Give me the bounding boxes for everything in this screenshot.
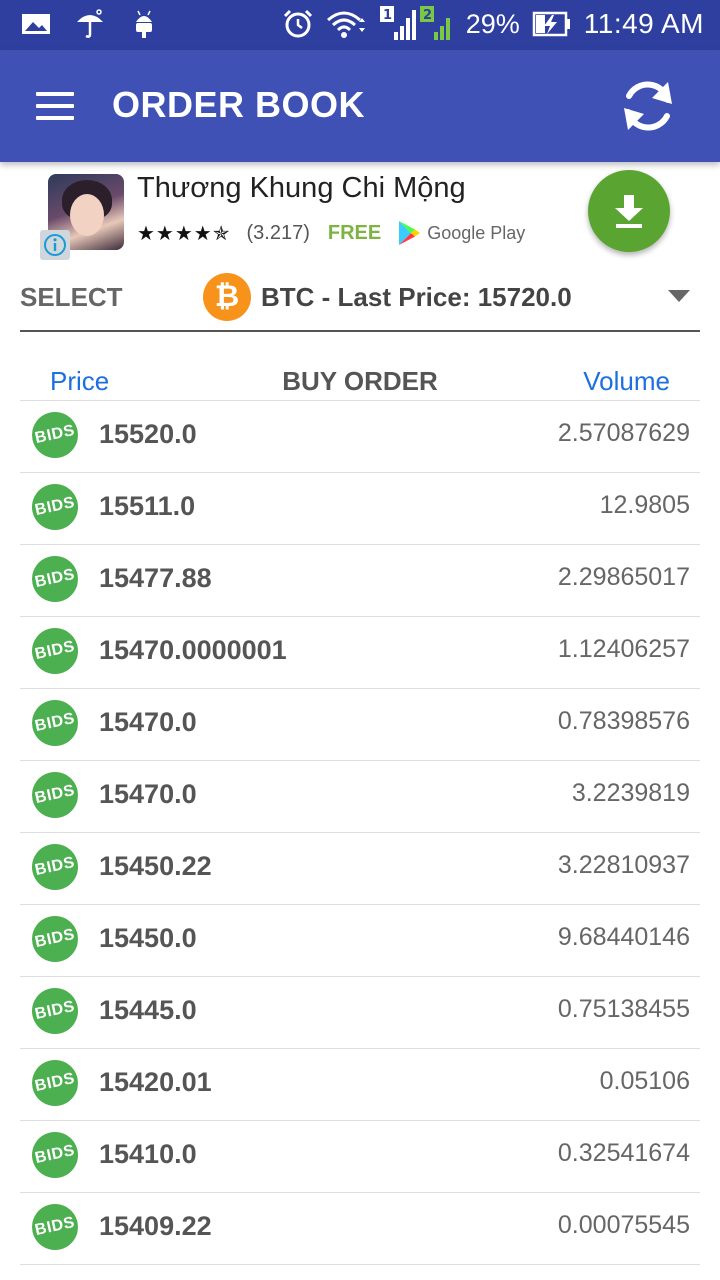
status-bar: 1 2 29% 11:49 AM [0,0,720,50]
order-volume: 3.2239819 [571,779,690,807]
bids-icon: BIDS [27,767,83,823]
google-play-badge: Google Play [397,220,525,246]
order-volume: 1.12406257 [557,635,690,663]
info-icon[interactable] [40,230,70,260]
order-price: 15470.0000001 [99,635,287,665]
bids-icon: BIDS [27,1199,83,1255]
rating-stars: ★★★★✯ [137,222,231,245]
order-volume: 12.9805 [599,491,690,519]
table-row[interactable]: BIDS 15450.22 3.22810937 [20,833,700,905]
bids-icon: BIDS [27,1127,83,1183]
select-label: SELECT [20,282,123,312]
table-header: BUY ORDER Price Volume [20,364,700,401]
order-price: 15410.0 [99,1139,197,1169]
order-price: 15470.0 [99,707,197,737]
hamburger-menu-icon[interactable] [36,92,74,120]
table-row[interactable]: BIDS 15470.0000001 1.12406257 [20,617,700,689]
bitcoin-symbol: ₿ [214,280,240,313]
order-price: 15450.0 [99,923,197,953]
table-row[interactable]: BIDS 15450.0 9.68440146 [20,905,700,977]
order-volume: 0.05106 [599,1067,690,1095]
download-button[interactable] [588,170,670,252]
table-row[interactable]: BIDS 15420.01 0.05106 [20,1049,700,1121]
volume-column-header[interactable]: Volume [583,366,670,396]
refresh-icon[interactable] [616,74,680,138]
wifi-icon [326,11,365,38]
battery-percent: 29% [465,8,520,39]
android-icon [136,10,152,38]
page-title: ORDER BOOK [112,84,366,125]
order-volume: 0.32541674 [557,1139,690,1167]
price-label: FREE [327,221,382,244]
bids-icon: BIDS [27,911,83,967]
order-volume: 3.22810937 [557,851,690,879]
ad-app-thumbnail[interactable] [48,174,124,250]
order-price: 15445.0 [99,995,197,1025]
battery-charging-icon [532,11,570,37]
table-row[interactable]: BIDS 15409.22 0.00075545 [20,1193,700,1265]
rating-count: (3.217) [246,221,310,244]
ad-meta: ★★★★✯ (3.217) FREE Google Play [137,220,525,246]
bids-icon: BIDS [27,551,83,607]
ad-app-title[interactable]: Thương Khung Chi Mộng [137,172,466,204]
bitcoin-icon: ₿ [203,273,251,321]
order-price: 15477.88 [99,563,212,593]
umbrella-icon [77,9,103,38]
signal-icon: 1 2 [379,6,450,40]
table-row[interactable]: BIDS 15445.0 0.75138455 [20,977,700,1049]
order-price: 15450.22 [99,851,212,881]
image-icon [22,14,50,34]
order-volume: 0.75138455 [557,995,690,1023]
order-price: 15409.22 [99,1211,212,1241]
google-play-icon [399,221,421,245]
order-price: 15511.0 [99,491,196,521]
bids-icon: BIDS [27,695,83,751]
table-row[interactable]: BIDS 15470.0 0.78398576 [20,689,700,761]
ad-banner[interactable]: Thương Khung Chi Mộng ★★★★✯ (3.217) FREE… [0,168,720,260]
order-price: 15470.0 [99,779,197,809]
table-row[interactable]: BIDS 15511.0 12.9805 [20,473,700,545]
table-row[interactable]: BIDS 15477.88 2.29865017 [20,545,700,617]
buy-order-title: BUY ORDER [282,366,438,396]
table-row[interactable]: BIDS 15470.0 3.2239819 [20,761,700,833]
app-bar: ORDER BOOK [0,50,720,162]
selected-coin-value: BTC - Last Price: 15720.0 [261,282,572,312]
order-volume: 9.68440146 [557,923,690,951]
svg-text:1: 1 [383,8,392,23]
chevron-down-icon[interactable] [668,290,690,302]
bids-icon: BIDS [27,1055,83,1111]
clock: 11:49 AM [583,8,704,39]
bids-icon: BIDS [27,983,83,1039]
order-price: 15420.01 [99,1067,212,1097]
alarm-icon [283,9,312,38]
order-volume: 2.57087629 [557,419,690,447]
bids-icon: BIDS [27,623,83,679]
store-name: Google Play [427,222,526,243]
svg-text:2: 2 [423,8,432,23]
bids-icon: BIDS [27,479,83,535]
table-row[interactable]: BIDS 15520.0 2.57087629 [20,401,700,473]
bids-icon: BIDS [27,407,83,463]
table-row[interactable]: BIDS 15410.0 0.32541674 [20,1121,700,1193]
order-volume: 0.00075545 [557,1211,690,1239]
price-column-header[interactable]: Price [50,366,110,396]
bids-icon: BIDS [27,839,83,895]
download-icon [615,195,643,228]
coin-selector[interactable]: SELECT ₿ BTC - Last Price: 15720.0 [20,266,700,332]
order-list: BIDS 15520.0 2.57087629 BIDS 15511.0 12.9805 B… [20,401,700,1265]
order-volume: 0.78398576 [557,707,690,735]
order-volume: 2.29865017 [557,563,690,591]
order-price: 15520.0 [99,419,197,449]
